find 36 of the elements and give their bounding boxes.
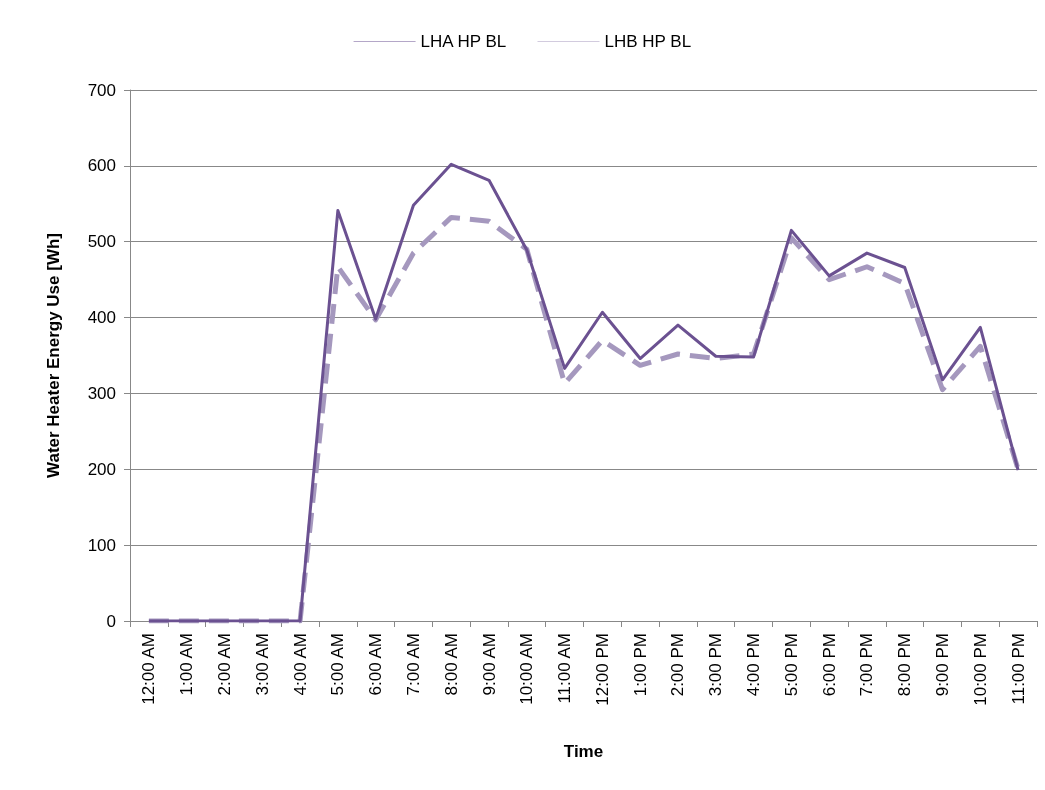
x-tick-label: 5:00 AM	[328, 633, 348, 696]
y-tick-label: 400	[87, 308, 116, 328]
x-tick-label: 7:00 AM	[403, 633, 423, 696]
x-tick-label: 12:00 AM	[139, 633, 159, 705]
y-tick-label: 100	[87, 535, 116, 555]
x-tick-label: 11:00 PM	[1008, 633, 1028, 705]
legend-label: LHA HP BL	[420, 32, 507, 51]
x-tick-label: 7:00 PM	[857, 633, 877, 697]
x-tick-label: 9:00 PM	[933, 633, 953, 697]
x-tick-label: 4:00 AM	[290, 633, 310, 696]
y-tick-label: 500	[87, 232, 116, 252]
x-tick-label: 12:00 PM	[592, 633, 612, 706]
x-axis-title: Time	[563, 742, 604, 761]
x-tick-label: 4:00 PM	[744, 633, 764, 697]
x-tick-label: 8:00 AM	[441, 633, 461, 696]
x-tick-label: 2:00 AM	[214, 633, 234, 696]
legend-label: LHB HP BL	[604, 32, 692, 51]
y-tick-label: 200	[87, 459, 116, 479]
x-tick-label: 10:00 PM	[970, 633, 990, 706]
x-tick-label: 2:00 PM	[668, 633, 688, 697]
x-tick-label: 6:00 AM	[366, 633, 386, 696]
x-tick-label: 3:00 AM	[252, 633, 272, 696]
x-tick-label: 11:00 AM	[555, 633, 575, 704]
x-tick-label: 9:00 AM	[479, 633, 499, 696]
y-tick-label: 700	[87, 80, 116, 100]
x-tick-label: 1:00 PM	[630, 633, 650, 697]
y-tick-label: 300	[87, 383, 116, 403]
x-tick-label: 8:00 PM	[895, 633, 915, 697]
y-tick-label: 0	[106, 611, 116, 631]
y-tick-label: 600	[87, 156, 116, 176]
x-tick-label: 1:00 AM	[177, 633, 197, 696]
y-axis-title: Water Heater Energy Use [Wh]	[44, 233, 63, 478]
x-tick-label: 3:00 PM	[706, 633, 726, 697]
x-tick-label: 5:00 PM	[781, 633, 801, 697]
x-tick-label: 10:00 AM	[517, 633, 537, 705]
x-tick-label: 6:00 PM	[819, 633, 839, 697]
